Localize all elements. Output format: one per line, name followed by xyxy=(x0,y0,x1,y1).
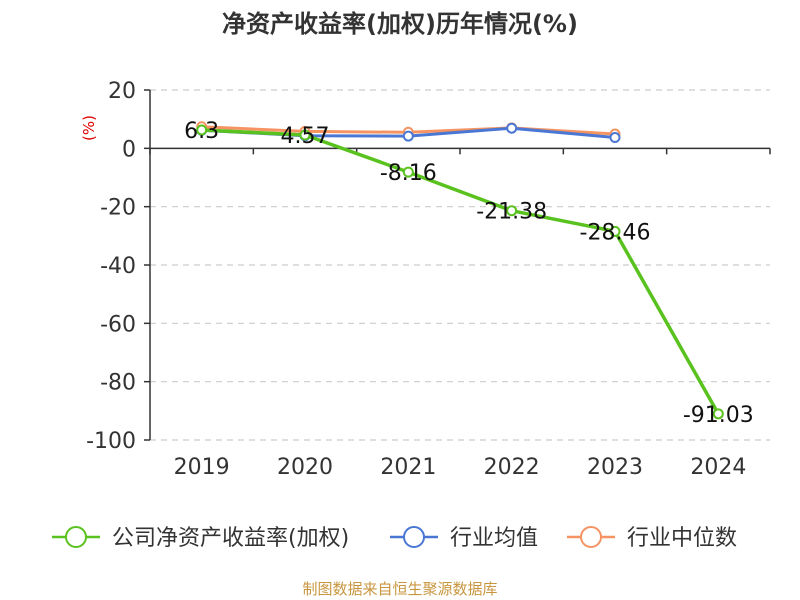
chart-title: 净资产收益率(加权)历年情况(%) xyxy=(222,10,578,38)
y-tick-label: -40 xyxy=(100,254,136,279)
data-label: 4.57 xyxy=(281,124,330,149)
series-0 xyxy=(196,124,724,420)
legend-marker-icon xyxy=(403,526,425,548)
x-tick-label: 2020 xyxy=(277,455,333,480)
legend-label: 公司净资产收益率(加权) xyxy=(112,526,349,551)
data-point[interactable] xyxy=(402,166,414,178)
x-tick-label: 2024 xyxy=(690,455,746,480)
data-point[interactable] xyxy=(402,130,414,142)
data-point[interactable] xyxy=(299,129,311,141)
x-tick-label: 2021 xyxy=(380,455,436,480)
y-tick-label: 20 xyxy=(108,79,136,104)
y-tick-label: -80 xyxy=(100,371,136,396)
data-point[interactable] xyxy=(196,124,208,136)
data-label: -21.38 xyxy=(476,200,547,225)
data-point[interactable] xyxy=(712,408,724,420)
data-label: -8.16 xyxy=(380,161,437,186)
data-point[interactable] xyxy=(609,225,621,237)
data-labels: 6.3 4.57 -8.16 -21.38 -28.46 -91.03 xyxy=(184,119,754,428)
source-note: 制图数据来自恒生聚源数据库 xyxy=(302,580,497,598)
x-tick-label: 2022 xyxy=(484,455,540,480)
x-tick-label: 2019 xyxy=(174,455,230,480)
legend-item-1[interactable]: 行业均值 xyxy=(390,526,538,551)
series-line xyxy=(201,128,720,415)
data-point[interactable] xyxy=(506,122,518,134)
y-tick-label: -100 xyxy=(86,429,136,454)
data-point[interactable] xyxy=(609,132,621,144)
legend-marker-icon xyxy=(580,526,602,548)
y-tick-label: 0 xyxy=(122,137,136,162)
legend: 公司净资产收益率(加权) 行业均值 行业中位数 xyxy=(52,526,737,551)
series-group xyxy=(196,121,724,420)
legend-label: 行业均值 xyxy=(450,526,538,551)
grid-lines xyxy=(150,89,770,441)
x-tick-label: 2023 xyxy=(587,455,643,480)
data-point[interactable] xyxy=(506,205,518,217)
legend-item-2[interactable]: 行业中位数 xyxy=(567,526,737,551)
legend-item-0[interactable]: 公司净资产收益率(加权) xyxy=(52,526,349,551)
data-label: 6.3 xyxy=(184,119,219,144)
legend-marker-icon xyxy=(65,526,87,548)
legend-label: 行业中位数 xyxy=(627,526,737,551)
y-axis-unit: (%) xyxy=(80,115,98,141)
y-tick-label: -60 xyxy=(100,312,136,337)
y-tick-label: -20 xyxy=(100,196,136,221)
data-label: -28.46 xyxy=(580,220,651,245)
data-label: -91.03 xyxy=(683,403,754,428)
axes: 20 0 -20 -40 -60 -80 -100 2019 2020 2021 2022 2023 2… xyxy=(86,79,771,480)
